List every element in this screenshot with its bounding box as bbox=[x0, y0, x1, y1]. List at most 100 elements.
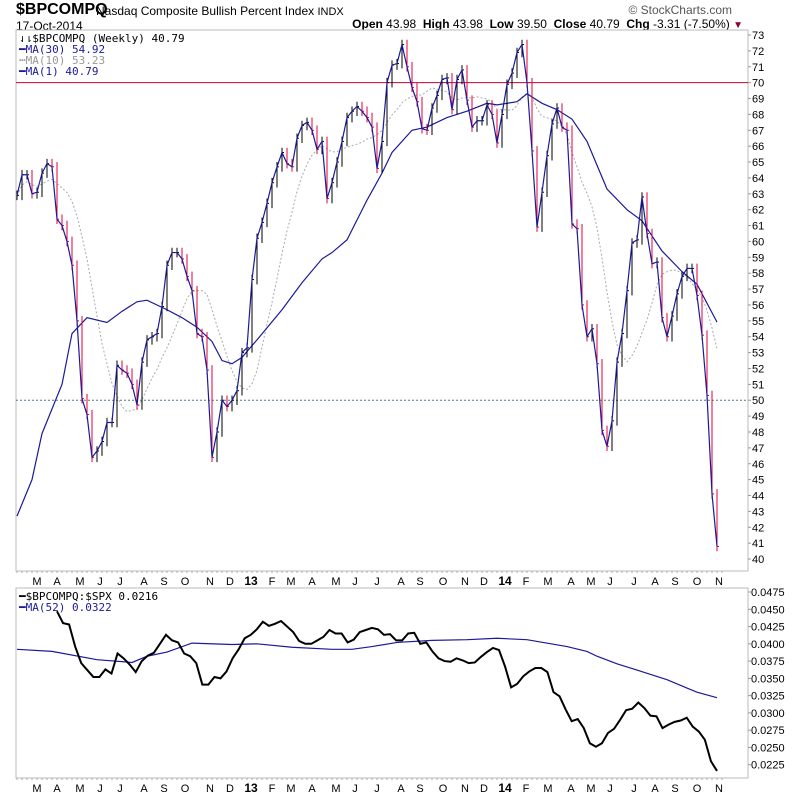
copyright[interactable]: © StockCharts.com bbox=[628, 3, 732, 17]
x-tick-label: S bbox=[160, 576, 167, 588]
x-tick-label: D bbox=[480, 783, 488, 795]
x-tick-label: A bbox=[397, 576, 405, 588]
y-tick-label: 66 bbox=[752, 141, 764, 153]
x-tick-label: A bbox=[308, 783, 316, 795]
x-tick-label: J bbox=[97, 783, 103, 795]
y-tick-label: 40 bbox=[752, 554, 764, 566]
y-tick-label: 68 bbox=[752, 109, 764, 121]
x-tick-label: S bbox=[416, 576, 423, 588]
ma1-line bbox=[16, 42, 718, 547]
x-tick-label: J bbox=[607, 783, 613, 795]
y-tick-label-lower: 0.0475 bbox=[751, 587, 785, 599]
y-tick-label: 63 bbox=[752, 189, 764, 201]
legend-ma1: ━MA(1) 40.79 bbox=[19, 66, 185, 77]
x-tick-label: O bbox=[181, 783, 190, 795]
bar-chart-icon: ⇃⇂ bbox=[19, 32, 33, 45]
x-tick-label: J bbox=[631, 576, 637, 588]
y-tick-label: 60 bbox=[752, 236, 764, 248]
ratio-line bbox=[56, 610, 718, 772]
y-tick-label: 42 bbox=[752, 522, 764, 534]
y-tick-label-lower: 0.0300 bbox=[751, 708, 785, 720]
x-tick-label: A bbox=[53, 783, 61, 795]
solid-line-icon: ━ bbox=[19, 43, 26, 56]
index-name: Nasdaq Composite Bullish Percent Index I… bbox=[96, 4, 344, 18]
close-label: Close bbox=[553, 17, 587, 31]
x-tick-label: J bbox=[117, 783, 123, 795]
x-tick-label: M bbox=[543, 576, 552, 588]
main-legend: ⇃⇂$BPCOMPQ (Weekly) 40.79 ━MA(30) 54.92 … bbox=[19, 33, 185, 77]
x-tick-label: A bbox=[567, 576, 575, 588]
x-tick-label: F bbox=[523, 576, 530, 588]
legend-ma30: ━MA(30) 54.92 bbox=[19, 44, 185, 55]
x-tick-label: M bbox=[331, 576, 340, 588]
x-tick-label: D bbox=[480, 576, 488, 588]
x-tick-label: N bbox=[715, 783, 723, 795]
x-tick-label: 14 bbox=[498, 781, 512, 795]
legend-ma1-text: MA(1) 40.79 bbox=[25, 65, 99, 78]
x-tick-label: O bbox=[693, 576, 702, 588]
y-tick-label: 44 bbox=[752, 491, 764, 503]
y-tick-label: 52 bbox=[752, 363, 764, 375]
x-tick-label: F bbox=[269, 576, 276, 588]
x-tick-label: M bbox=[75, 576, 84, 588]
solid-line-icon: ━ bbox=[19, 65, 26, 78]
change-value: -3.31 (-7.50%) bbox=[653, 17, 730, 31]
y-tick-label-lower: 0.0375 bbox=[751, 656, 785, 668]
x-tick-label: O bbox=[181, 576, 190, 588]
y-tick-label: 65 bbox=[752, 157, 764, 169]
y-tick-label: 53 bbox=[752, 348, 764, 360]
y-tick-label-lower: 0.0225 bbox=[751, 760, 785, 772]
high-label: High bbox=[422, 17, 450, 31]
x-tick-label: J bbox=[631, 783, 637, 795]
x-tick-label: O bbox=[439, 783, 448, 795]
legend-price: ⇃⇂$BPCOMPQ (Weekly) 40.79 bbox=[19, 33, 185, 44]
x-tick-label: 14 bbox=[498, 574, 512, 588]
y-tick-label: 57 bbox=[752, 284, 764, 296]
x-tick-label: N bbox=[206, 576, 214, 588]
legend-ratio-text: $BPCOMPQ:$SPX 0.0216 bbox=[25, 590, 159, 603]
x-tick-label: M bbox=[586, 783, 595, 795]
x-tick-label: A bbox=[308, 576, 316, 588]
low-value: 39.50 bbox=[516, 17, 547, 31]
y-tick-label: 62 bbox=[752, 205, 764, 217]
exchange: INDX bbox=[317, 6, 344, 18]
open-value: 43.98 bbox=[386, 17, 417, 31]
solid-line-icon: ━ bbox=[19, 601, 26, 614]
y-tick-label: 70 bbox=[752, 78, 764, 90]
x-tick-label: A bbox=[651, 576, 659, 588]
down-triangle-icon: ▼ bbox=[733, 20, 743, 31]
legend-ma30-text: MA(30) 54.92 bbox=[25, 43, 106, 56]
high-value: 43.98 bbox=[452, 17, 483, 31]
x-tick-label: A bbox=[140, 783, 148, 795]
x-tick-label: N bbox=[206, 783, 214, 795]
legend-ma10-text: MA(10) 53.23 bbox=[25, 54, 106, 67]
x-tick-label: N bbox=[715, 576, 723, 588]
x-tick-label: M bbox=[75, 783, 84, 795]
y-tick-label: 54 bbox=[752, 332, 764, 344]
legend-ma52-text: MA(52) 0.0322 bbox=[25, 601, 112, 614]
x-tick-label: D bbox=[226, 783, 234, 795]
x-tick-label: J bbox=[352, 576, 358, 588]
y-tick-label: 71 bbox=[752, 62, 764, 74]
y-tick-label: 51 bbox=[752, 379, 764, 391]
solid-line-icon: ━ bbox=[19, 590, 26, 603]
legend-ratio: ━$BPCOMPQ:$SPX 0.0216 bbox=[19, 591, 158, 602]
x-tick-label: M bbox=[331, 783, 340, 795]
y-tick-label: 61 bbox=[752, 221, 764, 233]
x-tick-label: J bbox=[374, 783, 380, 795]
change-label: Chg bbox=[626, 17, 650, 31]
x-tick-label: M bbox=[32, 783, 41, 795]
y-tick-label-lower: 0.0250 bbox=[751, 742, 785, 754]
x-tick-label: D bbox=[226, 576, 234, 588]
x-tick-label: J bbox=[374, 576, 380, 588]
y-tick-label: 56 bbox=[752, 300, 764, 312]
y-tick-label: 59 bbox=[752, 252, 764, 264]
y-tick-label-lower: 0.0400 bbox=[751, 639, 785, 651]
y-tick-label: 46 bbox=[752, 459, 764, 471]
y-tick-label-lower: 0.0325 bbox=[751, 691, 785, 703]
x-tick-label: N bbox=[461, 576, 469, 588]
lower-legend: ━$BPCOMPQ:$SPX 0.0216 ━MA(52) 0.0322 bbox=[19, 591, 158, 613]
y-tick-label: 73 bbox=[752, 30, 764, 42]
legend-price-text: $BPCOMPQ (Weekly) 40.79 bbox=[32, 32, 185, 45]
